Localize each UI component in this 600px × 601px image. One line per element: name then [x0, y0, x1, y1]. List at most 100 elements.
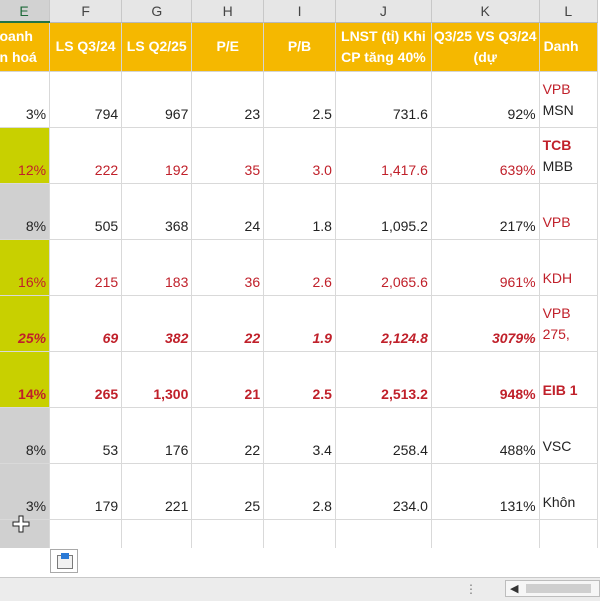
cell-f-6[interactable]: 265: [49, 351, 123, 408]
cell-j-6[interactable]: 2,513.2: [335, 351, 432, 408]
column-letter-l[interactable]: L: [539, 0, 599, 23]
cell-f-1[interactable]: 794: [49, 71, 123, 128]
cell-l-7[interactable]: VSC: [539, 407, 599, 464]
cell-f-9[interactable]: 70: [49, 519, 123, 548]
cell-h-4[interactable]: 36: [191, 239, 265, 296]
cell-e-3[interactable]: 8%: [0, 183, 51, 240]
header-cell-l[interactable]: Danh: [538, 21, 599, 72]
cell-k-5[interactable]: 3079%: [431, 295, 540, 352]
cell-k-7[interactable]: 488%: [431, 407, 540, 464]
header-cell-h[interactable]: P/E: [191, 21, 265, 72]
cell-h-5[interactable]: 22: [191, 295, 265, 352]
header-cell-j[interactable]: LNST (tỉ) Khi CP tăng 40%: [334, 21, 432, 72]
cell-g-7[interactable]: 176: [121, 407, 193, 464]
header-cell-g[interactable]: LS Q2/25: [121, 21, 193, 72]
cell-g-5[interactable]: 382: [121, 295, 193, 352]
cell-l-3[interactable]: VPB: [539, 183, 599, 240]
cell-i-5[interactable]: 1.9: [263, 295, 336, 352]
cell-g-9[interactable]: 102: [121, 519, 193, 548]
cell-l-8[interactable]: Khôn: [539, 463, 599, 520]
column-letter-g[interactable]: G: [121, 0, 193, 23]
cell-g-1[interactable]: 967: [121, 71, 193, 128]
cell-i-9[interactable]: 2.3: [263, 519, 336, 548]
cell-l-5[interactable]: VPB 275,: [539, 295, 599, 352]
cell-i-6[interactable]: 2.5: [263, 351, 336, 408]
column-letter-f[interactable]: F: [49, 0, 123, 23]
cell-f-3[interactable]: 505: [49, 183, 123, 240]
cell-k-6[interactable]: 948%: [431, 351, 540, 408]
cell-i-8[interactable]: 2.8: [263, 463, 336, 520]
cell-f-4[interactable]: 215: [49, 239, 123, 296]
cell-j-3[interactable]: 1,095.2: [335, 183, 432, 240]
cell-l-2[interactable]: TCB MBB: [539, 127, 599, 184]
cell-k-4[interactable]: 961%: [431, 239, 540, 296]
cell-i-1[interactable]: 2.5: [263, 71, 336, 128]
cell-e-7[interactable]: 8%: [0, 407, 51, 464]
header-cell-f[interactable]: LS Q3/24: [49, 21, 123, 72]
scroll-left-arrow-icon[interactable]: ◀: [510, 583, 519, 595]
cell-f-2[interactable]: 222: [49, 127, 123, 184]
cell-h-7[interactable]: 22: [191, 407, 265, 464]
cell-k-9[interactable]: 346%: [431, 519, 540, 548]
flash-fill-options-icon[interactable]: [50, 549, 78, 573]
table-row: 14% 265 1,300 21 2.5 2,513.2 948% EIB 1: [0, 351, 599, 408]
cell-k-2[interactable]: 639%: [431, 127, 540, 184]
cell-g-4[interactable]: 183: [121, 239, 193, 296]
header-cell-e[interactable]: oanh n hoá: [0, 21, 51, 72]
cell-k-1[interactable]: 92%: [431, 71, 540, 128]
cell-l-4[interactable]: KDH: [539, 239, 599, 296]
table-row: 3% 179 221 25 2.8 234.0 131% Khôn: [0, 463, 599, 520]
column-letter-e[interactable]: E: [0, 0, 51, 23]
cell-f-8[interactable]: 179: [49, 463, 123, 520]
header-cell-k[interactable]: Q3/25 VS Q3/24 (dự: [430, 21, 540, 72]
cell-h-9[interactable]: 34: [191, 519, 265, 548]
cell-j-7[interactable]: 258.4: [335, 407, 432, 464]
cell-i-3[interactable]: 1.8: [263, 183, 336, 240]
cell-i-4[interactable]: 2.6: [263, 239, 336, 296]
table-row: 8% 505 368 24 1.8 1,095.2 217% VPB: [0, 183, 599, 240]
cell-g-6[interactable]: 1,300: [121, 351, 193, 408]
cell-k-8[interactable]: 131%: [431, 463, 540, 520]
cell-l-1[interactable]: VPB MSN: [539, 71, 599, 128]
cell-h-3[interactable]: 24: [191, 183, 265, 240]
cell-e-4[interactable]: 16%: [0, 239, 51, 296]
cell-l-9[interactable]: VPB: [539, 519, 599, 548]
column-letter-j[interactable]: J: [335, 0, 432, 23]
cell-j-4[interactable]: 2,065.6: [335, 239, 432, 296]
cell-e-8[interactable]: 3%: [0, 463, 51, 520]
cell-e-1[interactable]: 3%: [0, 71, 51, 128]
status-bar: [0, 577, 600, 601]
cell-h-2[interactable]: 35: [191, 127, 265, 184]
cell-h-8[interactable]: 25: [191, 463, 265, 520]
cell-h-1[interactable]: 23: [191, 71, 265, 128]
cell-l-6[interactable]: EIB 1: [539, 351, 599, 408]
column-letter-k[interactable]: K: [431, 0, 540, 23]
header-cell-i[interactable]: P/B: [263, 21, 336, 72]
cell-h-6[interactable]: 21: [191, 351, 265, 408]
scrollbar-thumb[interactable]: [526, 584, 591, 593]
cell-e-2[interactable]: 12%: [0, 127, 51, 184]
sheet-tab-overflow[interactable]: ⋮: [465, 582, 477, 596]
column-letter-i[interactable]: I: [263, 0, 336, 23]
cell-i-2[interactable]: 3.0: [263, 127, 336, 184]
table-row: 25% 69 382 22 1.9 2,124.8 3079% VPB 275,: [0, 295, 599, 352]
column-letter-h[interactable]: H: [191, 0, 265, 23]
horizontal-scrollbar[interactable]: ◀: [505, 580, 600, 597]
cell-g-2[interactable]: 192: [121, 127, 193, 184]
cell-f-5[interactable]: 69: [49, 295, 123, 352]
cell-i-7[interactable]: 3.4: [263, 407, 336, 464]
cell-j-9[interactable]: 242.0: [335, 519, 432, 548]
cell-e-5[interactable]: 25%: [0, 295, 51, 352]
cell-j-8[interactable]: 234.0: [335, 463, 432, 520]
cell-j-2[interactable]: 1,417.6: [335, 127, 432, 184]
cell-j-5[interactable]: 2,124.8: [335, 295, 432, 352]
cell-f-7[interactable]: 53: [49, 407, 123, 464]
table-row: 5%70102342.3242.0346% VPB: [0, 519, 599, 548]
cell-g-3[interactable]: 368: [121, 183, 193, 240]
cell-k-3[interactable]: 217%: [431, 183, 540, 240]
cell-j-1[interactable]: 731.6: [335, 71, 432, 128]
cell-g-8[interactable]: 221: [121, 463, 193, 520]
cell-e-6[interactable]: 14%: [0, 351, 51, 408]
